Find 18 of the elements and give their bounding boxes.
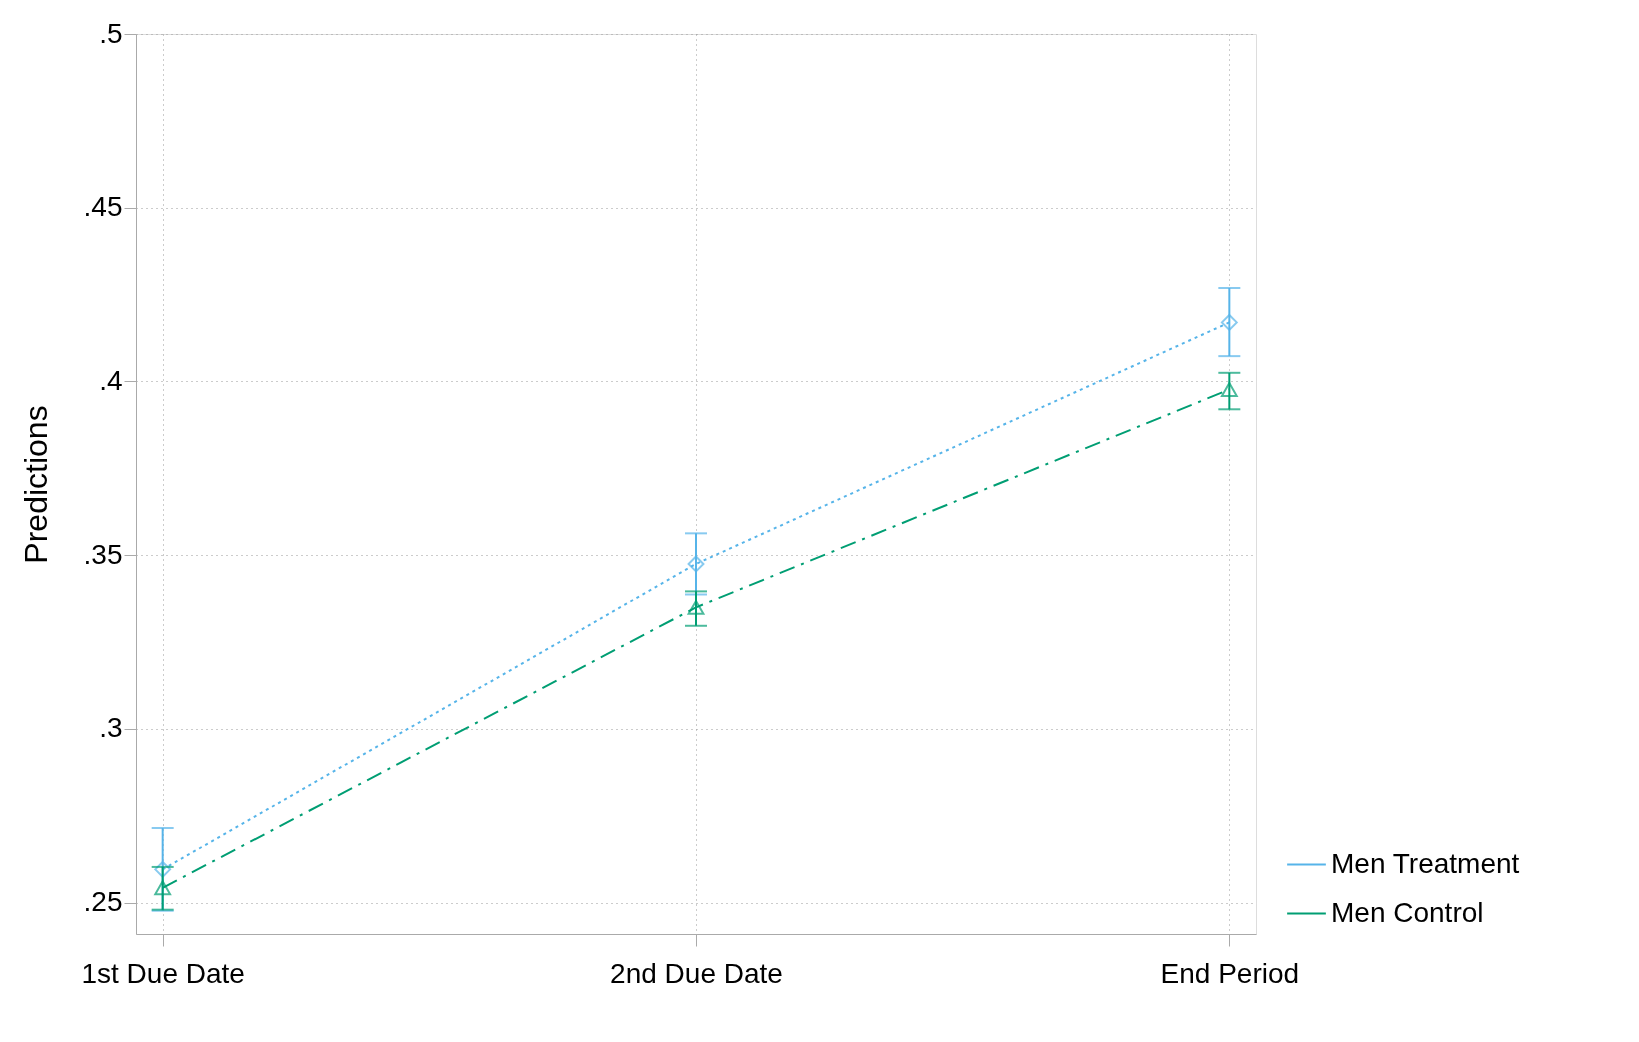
point xyxy=(154,860,172,878)
x-tick-label: End Period xyxy=(1160,957,1300,989)
y-tick-label: .35 xyxy=(83,538,123,570)
legend-label: Men Treatment xyxy=(1331,847,1520,879)
point xyxy=(154,880,172,896)
y-tick-label: .3 xyxy=(99,712,123,744)
y-tick-label: .25 xyxy=(83,886,123,918)
x-tick-label: 2nd Due Date xyxy=(610,957,783,989)
point xyxy=(687,555,705,573)
y-tick-label: .5 xyxy=(99,17,123,49)
y-tick-label: .45 xyxy=(83,191,123,223)
point xyxy=(1220,382,1238,397)
legend-label: Men Control xyxy=(1331,896,1484,928)
point xyxy=(687,599,705,615)
x-tick-label: 1st Due Date xyxy=(81,957,245,989)
y-axis-title: Predictions xyxy=(17,405,54,564)
y-tick-label: .4 xyxy=(99,364,123,396)
point xyxy=(1220,314,1238,331)
